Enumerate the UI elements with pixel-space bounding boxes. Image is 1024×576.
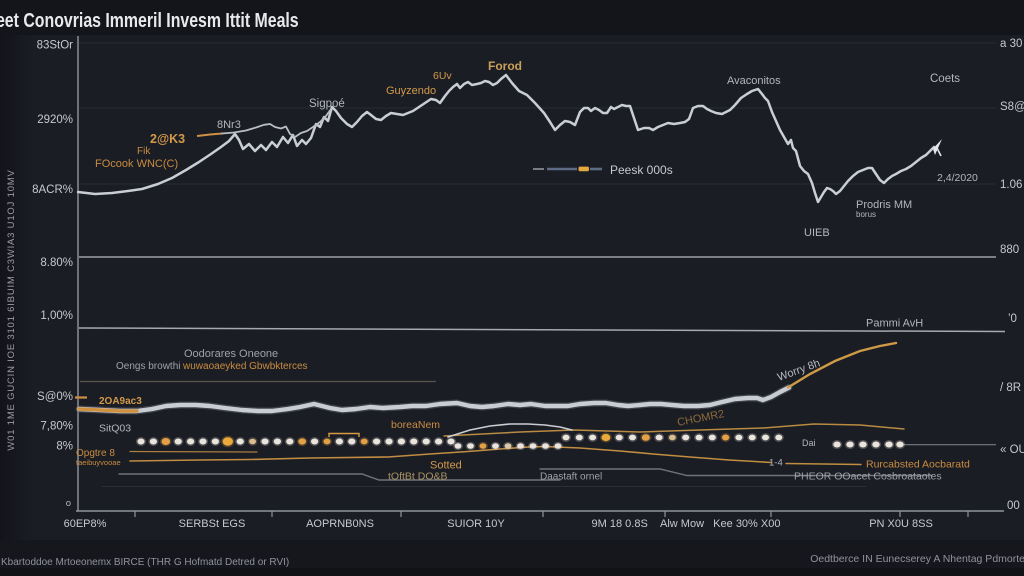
svg-text:Avaconitos: Avaconitos xyxy=(727,75,781,87)
svg-text:1.06: 1.06 xyxy=(1000,179,1022,191)
svg-text:60EP8%: 60EP8% xyxy=(64,518,107,530)
svg-text:S8@: S8@ xyxy=(1000,101,1024,113)
svg-text:Forod: Forod xyxy=(488,59,522,73)
svg-text:00: 00 xyxy=(1007,500,1020,512)
svg-text:Fik: Fik xyxy=(137,146,151,157)
svg-text:8ACR%: 8ACR% xyxy=(32,184,73,196)
svg-text:Guyzendo: Guyzendo xyxy=(386,85,436,97)
svg-text:880: 880 xyxy=(1000,244,1019,256)
svg-text:9M 18 0.8S Alw Mow Kee 30: 9M 18 0.8S Alw Mow Kee 30% X00 xyxy=(592,518,781,530)
svg-text:PN X0U 8SS: PN X0U 8SS xyxy=(869,518,933,530)
svg-text:2@K3: 2@K3 xyxy=(150,132,185,146)
svg-text:W01 1ME GUCIN IOE 3101 6IBUIM: W01 1ME GUCIN IOE 3101 6IBUIM C3WIA3 U1O… xyxy=(6,169,17,450)
svg-text:83StOr: 83StOr xyxy=(37,40,74,52)
svg-text:borus: borus xyxy=(856,210,876,219)
svg-text:Oengs browthi: Oengs browthi xyxy=(116,361,180,372)
svg-text:a 30: a 30 xyxy=(1000,38,1022,50)
svg-text:SERBSt EGS: SERBSt EGS xyxy=(179,518,246,530)
svg-text:Oodorares Oneone: Oodorares Oneone xyxy=(184,348,278,360)
svg-text:1-4: 1-4 xyxy=(769,458,783,469)
svg-text:tOftBt DO&B: tOftBt DO&B xyxy=(388,471,448,483)
svg-text:Prodris MM: Prodris MM xyxy=(856,199,912,211)
svg-text:SitQ03: SitQ03 xyxy=(99,423,131,435)
svg-text:UIEB: UIEB xyxy=(804,227,830,239)
svg-text:/ 8R: / 8R xyxy=(1000,382,1021,394)
svg-text:S@0%: S@0% xyxy=(37,391,73,403)
svg-text:boreaNem: boreaNem xyxy=(391,419,440,431)
svg-text:2OA9ac3: 2OA9ac3 xyxy=(99,396,142,407)
svg-text:wuwaoaeyked Gbwbkterces: wuwaoaeyked Gbwbkterces xyxy=(182,361,308,372)
svg-text:SUIOR 10Y: SUIOR 10Y xyxy=(447,518,505,530)
svg-text:Dai: Dai xyxy=(802,438,816,448)
svg-text:Peesk 000s: Peesk 000s xyxy=(610,163,673,177)
svg-text:Rurcabsted Aocbaratd: Rurcabsted Aocbaratd xyxy=(866,459,970,471)
svg-text:eet Conovrias Immeril Invesm I: eet Conovrias Immeril Invesm Ittit Meals xyxy=(0,8,299,31)
svg-text:FOcook WNC(C): FOcook WNC(C) xyxy=(95,158,178,170)
svg-text:Opgtre 8: Opgtre 8 xyxy=(76,448,115,459)
svg-text:PHEOR OOacet Cosbroataotes: PHEOR OOacet Cosbroataotes xyxy=(794,471,942,483)
svg-text:Kbartoddoe Mrtoeonemx BIRCE (T: Kbartoddoe Mrtoeonemx BIRCE (THR G Hofma… xyxy=(1,557,289,568)
svg-text:8.80%: 8.80% xyxy=(40,257,73,269)
svg-text:Pammi AvH: Pammi AvH xyxy=(866,318,923,330)
svg-text:Oedtberce IN Eunecserey A Nhen: Oedtberce IN Eunecserey A Nhentag Pdmort… xyxy=(810,553,1024,565)
svg-text:1,00%: 1,00% xyxy=(40,310,73,322)
svg-text:’0: ’0 xyxy=(1008,313,1017,325)
svg-text:o: o xyxy=(66,498,71,509)
svg-text:2,4/2020: 2,4/2020 xyxy=(937,172,978,184)
svg-text:Daastaft ornel: Daastaft ornel xyxy=(540,472,602,483)
svg-text:taeibuyvooae: taeibuyvooae xyxy=(76,458,121,467)
svg-text:7,80%: 7,80% xyxy=(40,421,73,433)
svg-text:Coets: Coets xyxy=(930,73,960,85)
svg-text:Sigpoé: Sigpoé xyxy=(309,98,345,110)
svg-text:6Uv: 6Uv xyxy=(433,70,452,82)
svg-text:« OU: « OU xyxy=(1000,444,1024,456)
svg-text:2920%: 2920% xyxy=(37,114,73,126)
svg-text:AOPRNB0NS: AOPRNB0NS xyxy=(306,518,374,530)
svg-text:8Nr3: 8Nr3 xyxy=(217,119,241,131)
svg-text:8%: 8% xyxy=(56,441,73,453)
svg-text:Sotted: Sotted xyxy=(430,460,462,472)
